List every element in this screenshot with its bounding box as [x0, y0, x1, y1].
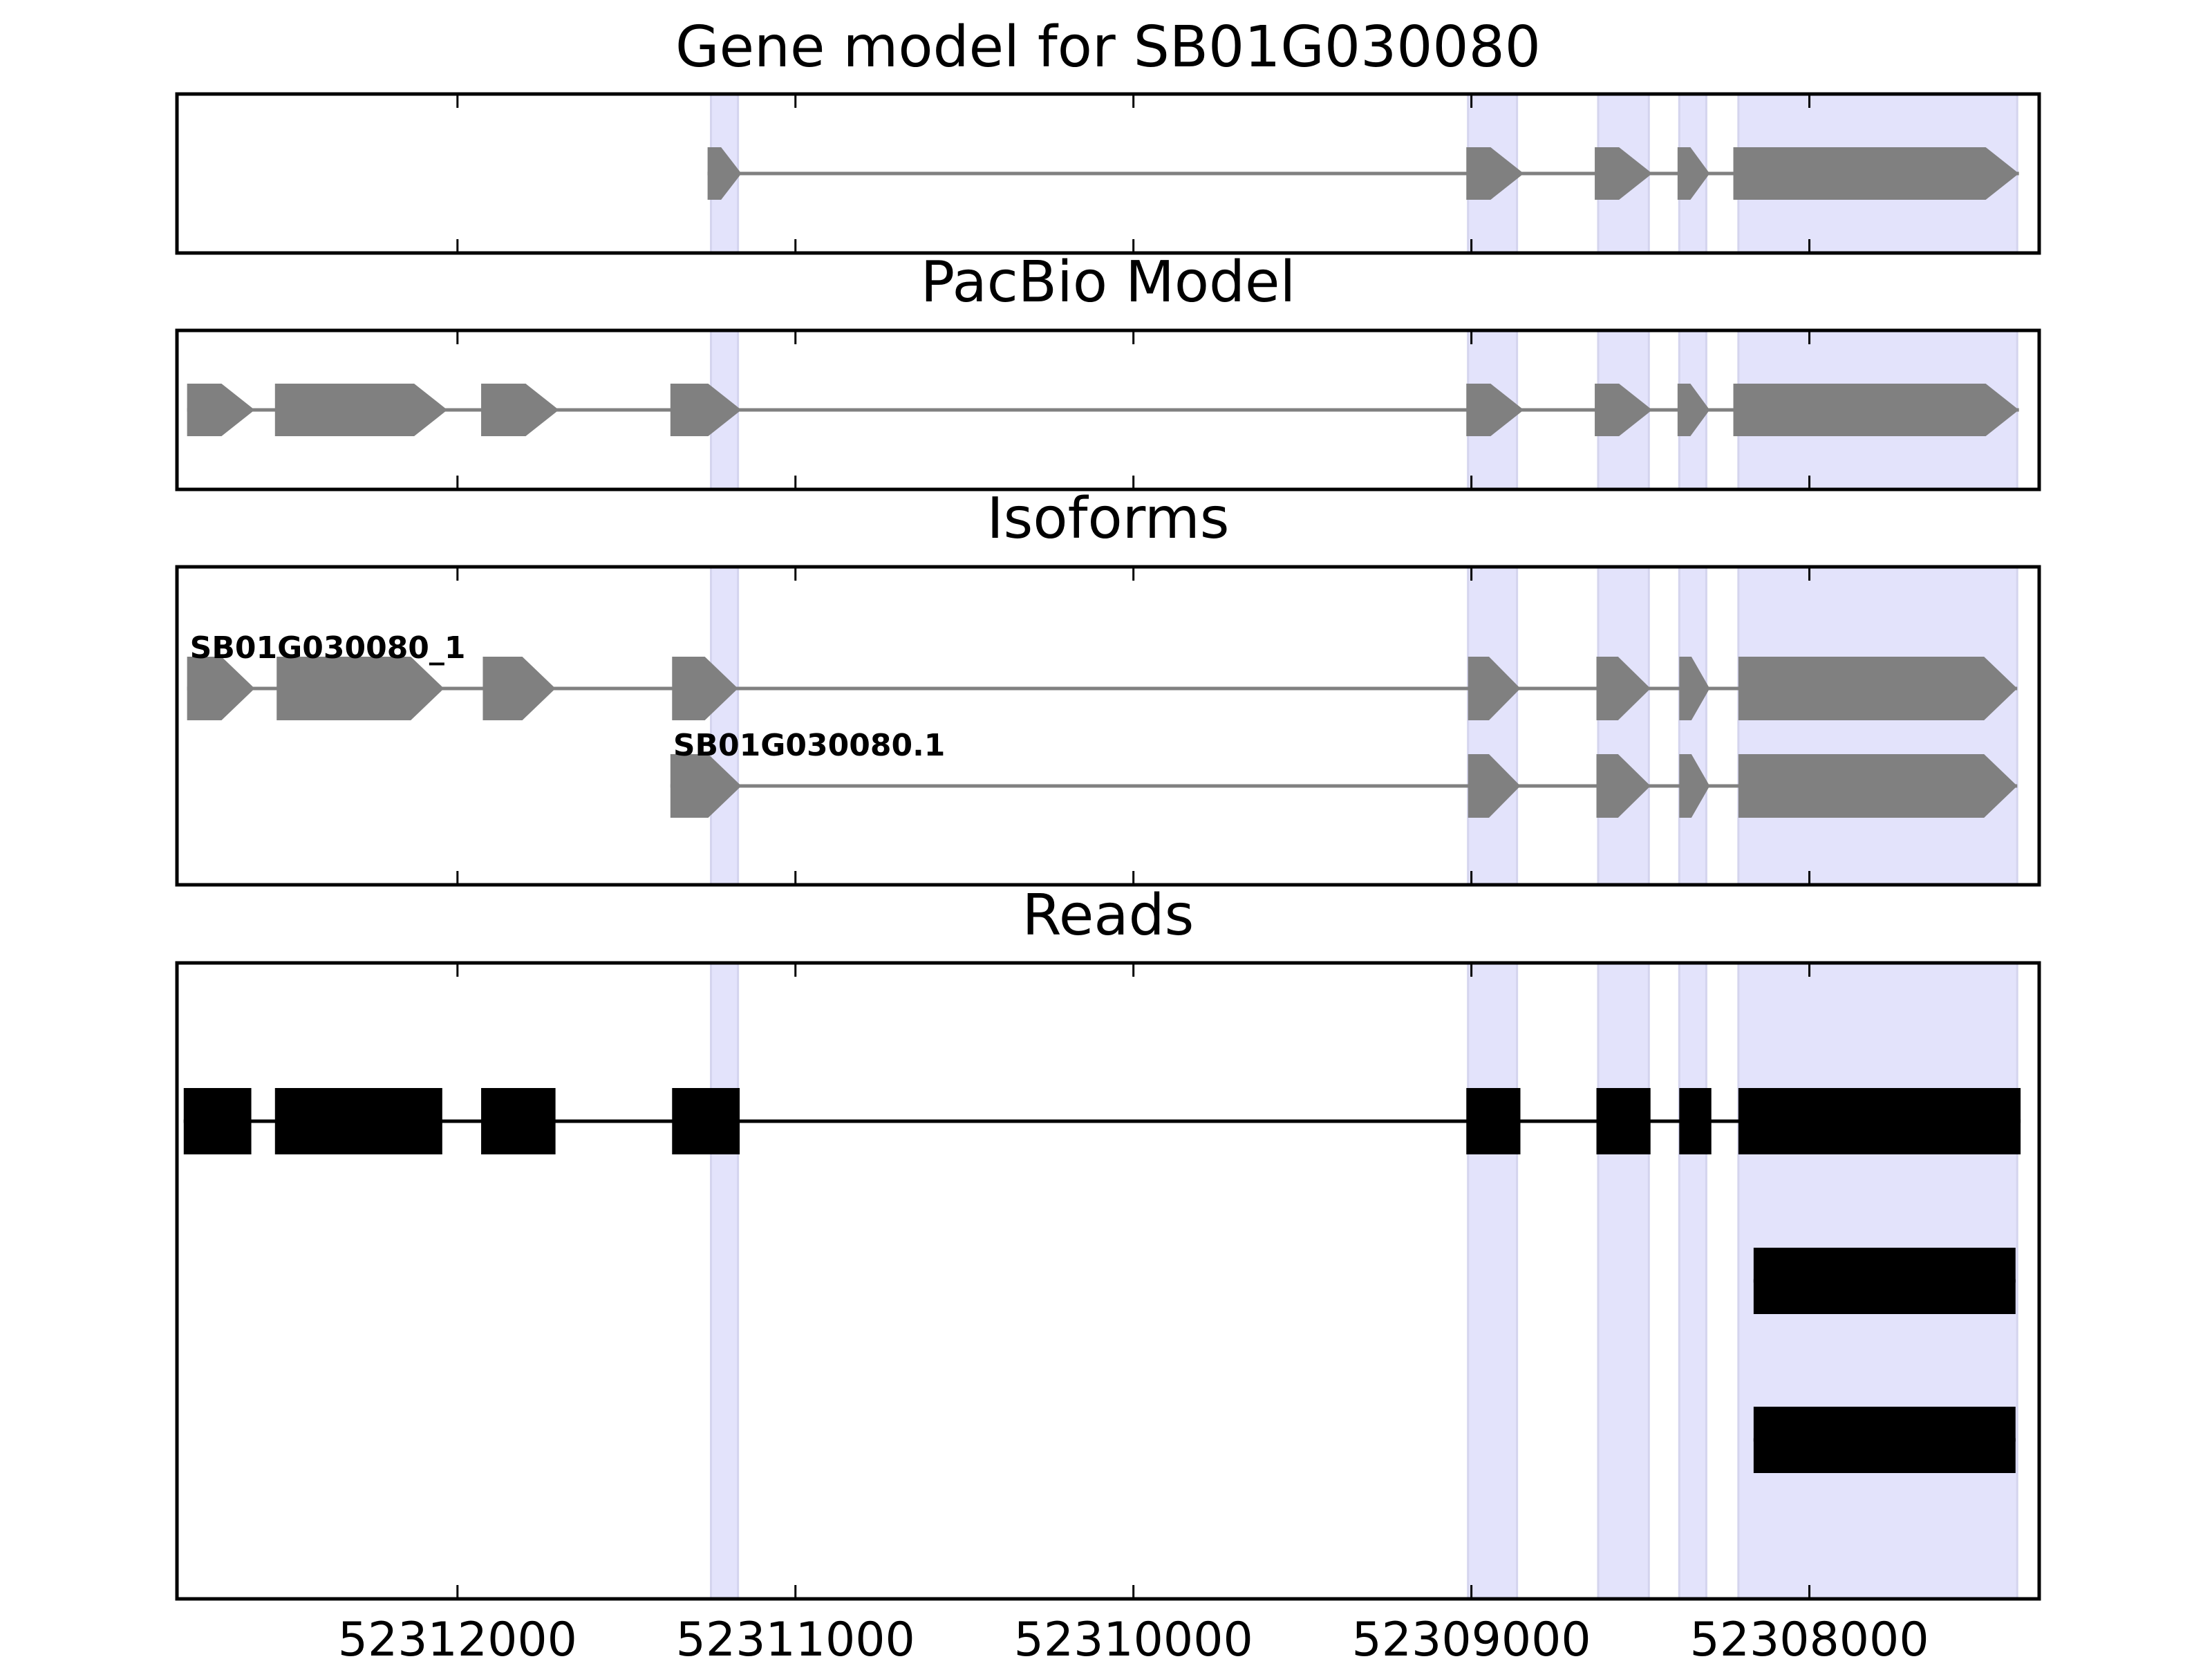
track-reads-2 — [1753, 1407, 2016, 1473]
exon-highlight-band — [1678, 565, 1707, 886]
exon-arrow — [670, 384, 742, 436]
exon-arrow — [481, 384, 559, 436]
panel-title: Isoforms — [987, 486, 1230, 552]
exon-arrow — [670, 754, 742, 818]
read-block — [1753, 1248, 2016, 1314]
isoform-label: SB01G030080_1 — [190, 630, 466, 666]
exon-arrow — [276, 657, 444, 720]
track-pacbio-model-0 — [187, 384, 2019, 436]
panel-pacbio-model: PacBio Model — [175, 250, 2041, 491]
track-reads-0 — [183, 1088, 2021, 1154]
track-reads-1 — [1753, 1248, 2016, 1314]
exon-highlight-band — [1678, 962, 1707, 1600]
x-tick-label: 52308000 — [1689, 1613, 1929, 1659]
exon-arrow — [1679, 754, 1710, 818]
exon-arrow — [1595, 147, 1653, 200]
panel-isoforms: Isoforms SB01G030080_1 SB01G030080.1 — [175, 486, 2041, 887]
read-block — [274, 1088, 442, 1154]
panel-gene-model: Gene model for SB01G030080 — [175, 15, 2041, 255]
read-block — [1596, 1088, 1651, 1154]
exon-arrow — [1733, 147, 2019, 200]
x-tick-label: 52311000 — [676, 1613, 915, 1659]
panel-frame — [175, 92, 2041, 255]
read-block — [672, 1088, 740, 1154]
exon-arrow — [187, 384, 255, 436]
read-block — [1738, 1088, 2021, 1154]
exon-highlight-band — [710, 565, 740, 886]
exon-arrow — [1595, 384, 1653, 436]
exon-arrow — [482, 657, 556, 720]
exon-arrow — [1468, 657, 1521, 720]
x-tick-label: 52312000 — [338, 1613, 577, 1659]
exon-arrow — [1466, 384, 1524, 436]
isoform-label: SB01G030080.1 — [673, 728, 946, 763]
exon-highlight-band — [1737, 565, 2018, 886]
x-tick-label: 52310000 — [1014, 1613, 1253, 1659]
exon-arrow — [1679, 657, 1710, 720]
exon-arrow — [672, 657, 738, 720]
panel-title: PacBio Model — [921, 250, 1296, 315]
read-block — [481, 1088, 556, 1154]
exon-arrow — [1738, 754, 2018, 818]
panels-layer: Gene model for SB01G030080 PacBio Model Is… — [175, 15, 2041, 1659]
read-block — [1679, 1088, 1712, 1154]
read-block — [1466, 1088, 1521, 1154]
exon-highlight-band — [1597, 565, 1650, 886]
panel-frame — [175, 565, 2041, 887]
exon-arrow — [1677, 384, 1710, 436]
exon-arrow — [1596, 657, 1651, 720]
track-isoforms-1: SB01G030080.1 — [670, 728, 2018, 818]
exon-highlight-band — [1467, 565, 1519, 886]
read-block — [1753, 1407, 2016, 1473]
exon-arrow — [1677, 147, 1710, 200]
exon-arrow — [1738, 657, 2018, 720]
exon-arrow — [187, 657, 255, 720]
exon-arrow — [1468, 754, 1521, 818]
track-gene-model-0 — [707, 147, 2019, 200]
panel-title: Gene model for SB01G030080 — [675, 15, 1541, 80]
exon-arrow — [274, 384, 448, 436]
track-isoforms-0: SB01G030080_1 — [187, 630, 2018, 720]
read-block — [183, 1088, 252, 1154]
panel-frame — [175, 961, 2041, 1601]
exon-highlight-band — [1597, 962, 1650, 1600]
panel-reads: Reads — [175, 883, 2041, 1601]
exon-arrow — [1733, 384, 2019, 436]
x-tick-label: 52309000 — [1352, 1613, 1591, 1659]
panel-frame — [175, 328, 2041, 491]
x-axis: 52312000 52311000 52310000 52309000 52308000 — [338, 1613, 1929, 1659]
exon-arrow — [1466, 147, 1524, 200]
exon-arrow — [1596, 754, 1651, 818]
exon-arrow — [707, 147, 742, 200]
panel-title: Reads — [1022, 883, 1194, 948]
exon-highlight-band — [710, 962, 740, 1600]
exon-highlight-band — [1467, 962, 1519, 1600]
